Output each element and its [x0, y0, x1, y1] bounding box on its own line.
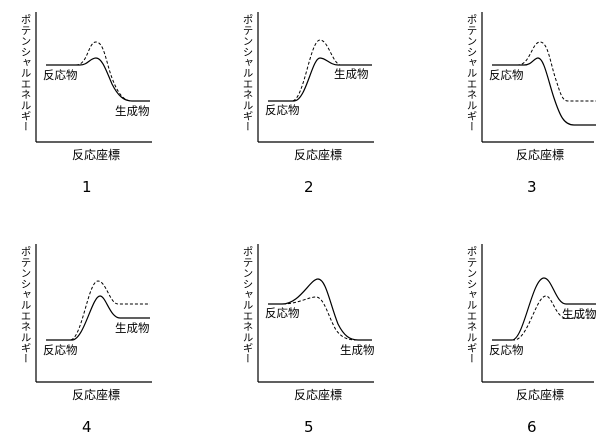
reactant-label: 反応物 [489, 68, 524, 82]
energy-diagram-4: 反応物 生成物 [35, 244, 152, 383]
y-axis-label: ポテンシャルエネルギー [19, 14, 32, 132]
uncatalyzed-curve [46, 41, 150, 102]
panel-number: 5 [304, 418, 314, 436]
panel-5: ポテンシャルエネルギー 反応物 生成物 反応座標 5 [222, 232, 427, 440]
x-axis-label: 反応座標 [516, 148, 565, 162]
x-axis-label: 反応座標 [294, 388, 343, 402]
uncatalyzed-curve [492, 295, 596, 341]
product-label: 生成物 [562, 307, 597, 321]
reactant-label: 反応物 [489, 343, 524, 357]
energy-diagram-6: 反応物 生成物 [481, 244, 597, 383]
product-label: 生成物 [115, 321, 150, 335]
y-axis-label: ポテンシャルエネルギー [19, 246, 32, 364]
catalyzed-curve [268, 278, 372, 341]
panel-number: 6 [527, 418, 537, 436]
x-axis-label: 反応座標 [72, 388, 121, 402]
energy-diagram-3: 反応物 [481, 12, 596, 143]
energy-diagram-2: 反応物 生成物 [257, 12, 374, 143]
reactant-label: 反応物 [43, 343, 78, 357]
product-label: 生成物 [115, 104, 150, 118]
reactant-label: 反応物 [43, 68, 78, 82]
reactant-label: 反応物 [265, 306, 300, 320]
panel-3: ポテンシャルエネルギー 反応物 反応座標 3 [446, 0, 615, 220]
catalyzed-curve [492, 57, 596, 126]
product-label: 生成物 [334, 67, 369, 81]
catalyzed-curve [46, 295, 150, 341]
panel-2: ポテンシャルエネルギー 反応物 生成物 反応座標 2 [222, 0, 427, 220]
product-label: 生成物 [340, 343, 375, 357]
panel-1: ポテンシャルエネルギー 反応物 生成物 反応座標 1 [0, 0, 205, 220]
panel-4: ポテンシャルエネルギー 反応物 生成物 反応座標 4 [0, 232, 205, 440]
energy-diagram-5: 反応物 生成物 [257, 244, 375, 383]
panel-number: 4 [82, 418, 92, 436]
y-axis-label: ポテンシャルエネルギー [241, 246, 254, 364]
catalyzed-curve [46, 57, 150, 102]
reactant-label: 反応物 [265, 103, 300, 117]
energy-diagram-1: 反応物 生成物 [35, 12, 152, 143]
panel-6: ポテンシャルエネルギー 反応物 生成物 反応座標 6 [446, 232, 615, 440]
panel-number: 2 [304, 178, 314, 196]
panel-number: 3 [527, 178, 537, 196]
x-axis-label: 反応座標 [294, 148, 343, 162]
x-axis-label: 反応座標 [72, 148, 121, 162]
uncatalyzed-curve [492, 41, 596, 102]
catalyzed-curve [268, 57, 372, 102]
panel-number: 1 [82, 178, 92, 196]
uncatalyzed-curve [268, 296, 372, 341]
x-axis-label: 反応座標 [516, 388, 565, 402]
uncatalyzed-curve [46, 280, 150, 341]
y-axis-label: ポテンシャルエネルギー [465, 14, 478, 132]
y-axis-label: ポテンシャルエネルギー [465, 246, 478, 364]
y-axis-label: ポテンシャルエネルギー [241, 14, 254, 132]
catalyzed-curve [492, 277, 596, 341]
